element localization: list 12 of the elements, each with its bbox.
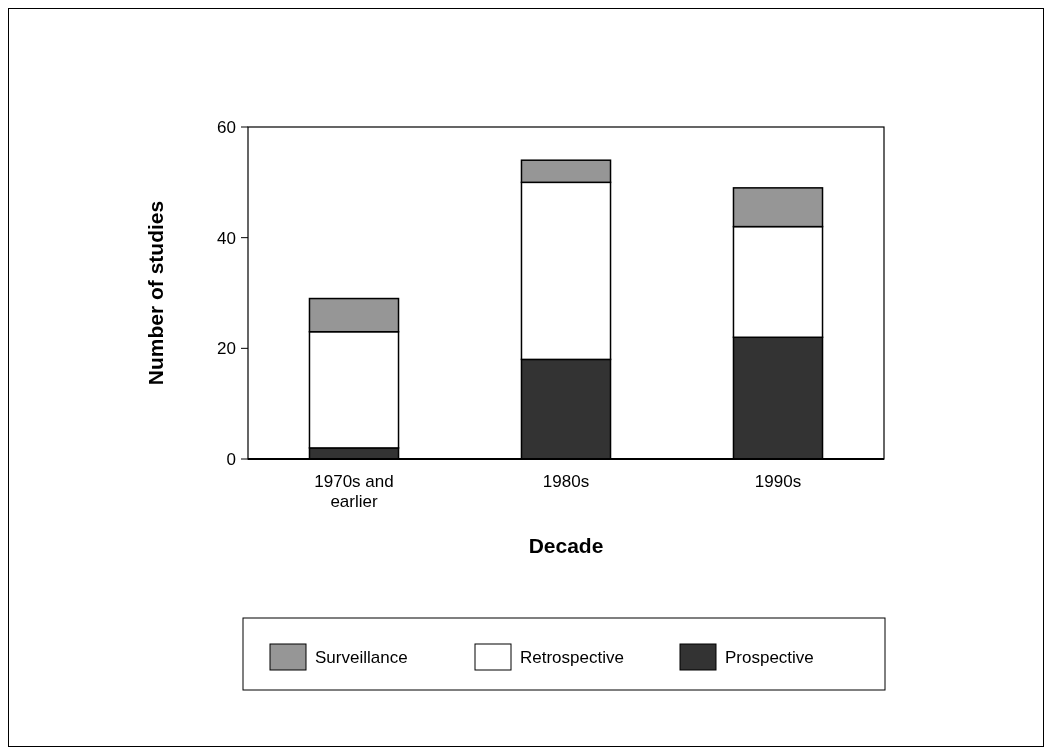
y-tick-label: 40 bbox=[217, 228, 236, 248]
legend-label: Surveillance bbox=[315, 647, 408, 667]
x-tick-label: 1980s bbox=[542, 472, 590, 491]
x-axis-title: Decade bbox=[528, 534, 604, 557]
legend-label: Retrospective bbox=[520, 647, 624, 667]
y-axis-title: Number of studies bbox=[144, 200, 167, 386]
y-tick-label: 60 bbox=[217, 117, 236, 137]
x-tick-label: 1990s bbox=[754, 472, 802, 491]
x-tick-label: 1970s and earlier bbox=[314, 472, 394, 511]
y-tick-label: 20 bbox=[217, 339, 236, 359]
legend-label: Prospective bbox=[725, 647, 814, 667]
y-tick-label: 0 bbox=[226, 449, 236, 469]
